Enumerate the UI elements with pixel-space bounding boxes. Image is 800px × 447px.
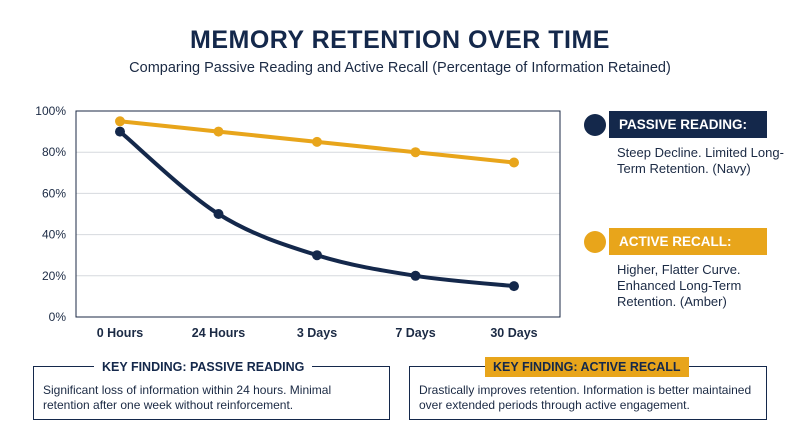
y-tick-label: 40% — [42, 228, 66, 242]
legend-passive-label: PASSIVE READING: — [609, 111, 767, 138]
chart-grid — [76, 151, 560, 277]
data-point-0 — [312, 250, 322, 261]
chart-subtitle: Comparing Passive Reading and Active Rec… — [129, 60, 671, 76]
legend-passive-desc: Steep Decline. Limited Long-Term Retenti… — [617, 145, 784, 176]
plot-frame — [75, 110, 561, 318]
legend-active-dot — [584, 231, 606, 253]
x-tick-label: 3 Days — [297, 326, 337, 340]
finding-passive-text: Significant loss of information within 2… — [43, 383, 332, 412]
data-point-1 — [410, 147, 421, 158]
legend-active-desc: Higher, Flatter Curve. Enhanced Long-Ter… — [617, 262, 742, 309]
y-axis-ticks: 0% 20% 40% 60% 80% 100% — [35, 104, 66, 324]
y-tick-label: 80% — [42, 145, 66, 159]
y-tick-label: 0% — [49, 310, 67, 324]
x-tick-label: 0 Hours — [97, 326, 144, 340]
data-point-0 — [509, 281, 519, 292]
x-tick-label: 30 Days — [490, 326, 537, 340]
y-tick-label: 20% — [42, 269, 66, 283]
data-point-1 — [213, 126, 224, 137]
x-axis-ticks: 0 Hours 24 Hours 3 Days 7 Days 30 Days — [97, 326, 538, 340]
data-point-0 — [115, 126, 125, 137]
legend-passive-dot — [584, 114, 606, 136]
data-point-0 — [213, 209, 224, 219]
x-tick-label: 24 Hours — [192, 326, 246, 340]
x-tick-label: 7 Days — [395, 326, 435, 340]
data-point-0 — [410, 270, 421, 281]
finding-passive-box: KEY FINDING: PASSIVE READING Significant… — [33, 357, 390, 420]
data-point-1 — [115, 116, 125, 127]
finding-active-text: Drastically improves retention. Informat… — [419, 383, 752, 412]
finding-passive-label: KEY FINDING: PASSIVE READING — [94, 357, 313, 377]
finding-active-box: KEY FINDING: ACTIVE RECALL Drastically i… — [409, 357, 767, 420]
legend-active-label: ACTIVE RECALL: — [609, 228, 767, 255]
chart-title: MEMORY RETENTION OVER TIME — [190, 26, 610, 54]
chart-series — [115, 116, 519, 292]
data-point-1 — [312, 136, 322, 147]
y-tick-label: 60% — [42, 186, 66, 200]
y-tick-label: 100% — [35, 104, 66, 118]
finding-active-label: KEY FINDING: ACTIVE RECALL — [485, 357, 689, 377]
data-point-1 — [509, 157, 519, 168]
